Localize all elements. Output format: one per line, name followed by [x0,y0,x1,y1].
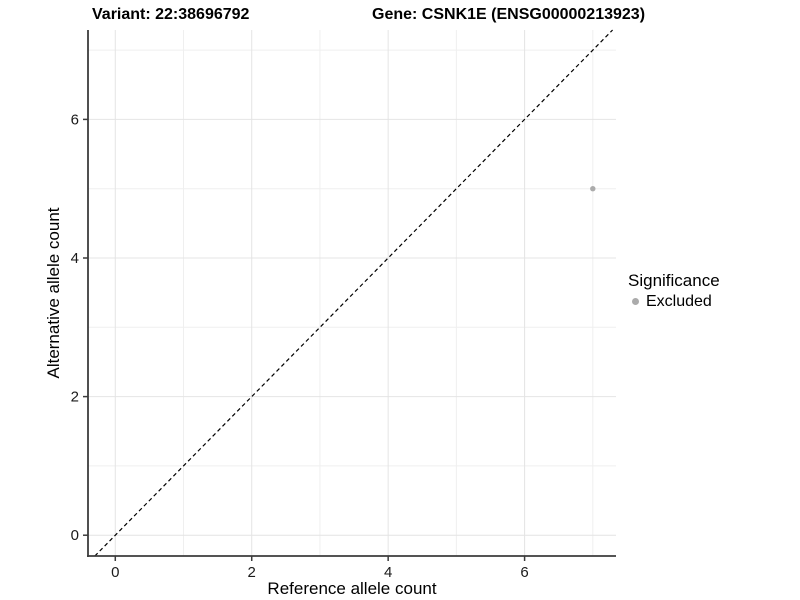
y-tick-label: 2 [71,389,79,406]
x-tick-label: 2 [248,564,256,581]
x-tick-label: 4 [384,564,392,581]
x-tick-label: 0 [111,564,119,581]
y-tick-label: 6 [71,111,79,128]
y-tick-label: 4 [71,250,79,267]
variant-title: Variant: 22:38696792 [92,6,250,23]
legend-item-excluded: Excluded [628,292,720,311]
identity-dashed-line [94,29,614,557]
excluded-point-icon [632,298,639,305]
legend-title: Significance [628,271,720,290]
data-point [590,186,596,192]
legend-item-label: Excluded [646,293,712,310]
y-axis-title: Alternative allele count [44,207,63,379]
y-tick-label: 0 [71,527,79,544]
x-axis-title: Reference allele count [267,579,437,598]
x-tick-label: 6 [520,564,528,581]
legend: Significance Excluded [628,271,720,311]
gene-title: Gene: CSNK1E (ENSG00000213923) [372,6,646,23]
